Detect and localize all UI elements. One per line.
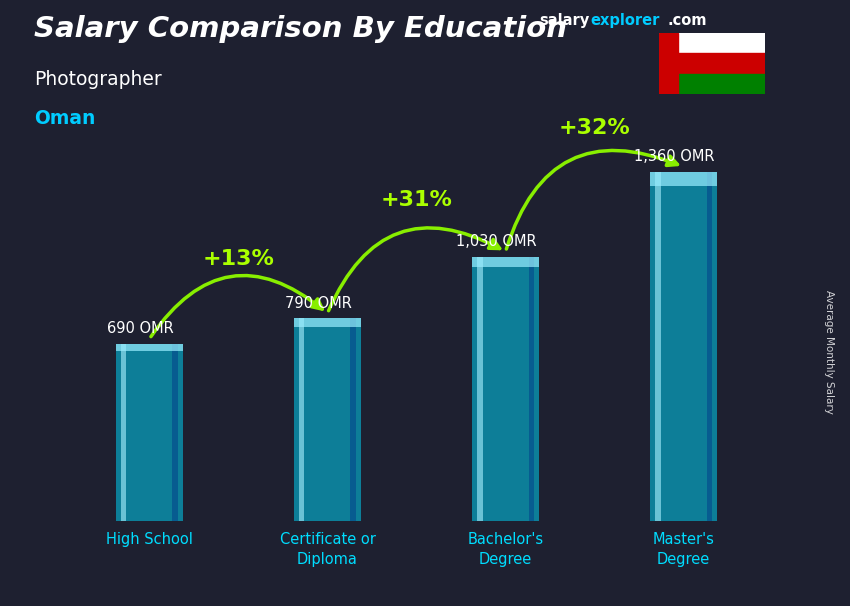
Bar <box>350 318 356 521</box>
Bar <box>472 257 540 267</box>
Text: explorer: explorer <box>591 13 660 28</box>
Bar <box>659 74 765 94</box>
Bar <box>293 318 361 327</box>
FancyArrowPatch shape <box>329 228 500 311</box>
Text: 1,030 OMR: 1,030 OMR <box>456 234 537 249</box>
Bar <box>116 344 184 351</box>
Bar <box>477 257 483 521</box>
Bar <box>116 344 184 521</box>
Bar <box>649 172 717 186</box>
Text: 1,360 OMR: 1,360 OMR <box>634 150 715 164</box>
Bar <box>659 33 765 54</box>
Bar <box>659 53 765 74</box>
Bar <box>706 172 712 521</box>
Bar <box>659 33 678 94</box>
Text: .com: .com <box>667 13 706 28</box>
FancyArrowPatch shape <box>151 276 322 337</box>
Bar <box>472 257 540 521</box>
Text: salary: salary <box>540 13 590 28</box>
Text: 690 OMR: 690 OMR <box>107 321 174 336</box>
Bar <box>299 318 304 521</box>
Text: +13%: +13% <box>202 249 275 270</box>
Bar <box>655 172 660 521</box>
Text: Average Monthly Salary: Average Monthly Salary <box>824 290 834 413</box>
FancyArrowPatch shape <box>507 150 677 249</box>
Text: +32%: +32% <box>558 118 631 139</box>
Bar <box>529 257 534 521</box>
Bar <box>293 318 361 521</box>
Text: Photographer: Photographer <box>34 70 162 88</box>
Bar <box>173 344 178 521</box>
Text: Salary Comparison By Education: Salary Comparison By Education <box>34 15 567 43</box>
Bar <box>649 172 717 521</box>
Text: 790 OMR: 790 OMR <box>285 296 352 311</box>
Text: Oman: Oman <box>34 109 95 128</box>
Bar <box>121 344 127 521</box>
Text: +31%: +31% <box>381 190 452 210</box>
